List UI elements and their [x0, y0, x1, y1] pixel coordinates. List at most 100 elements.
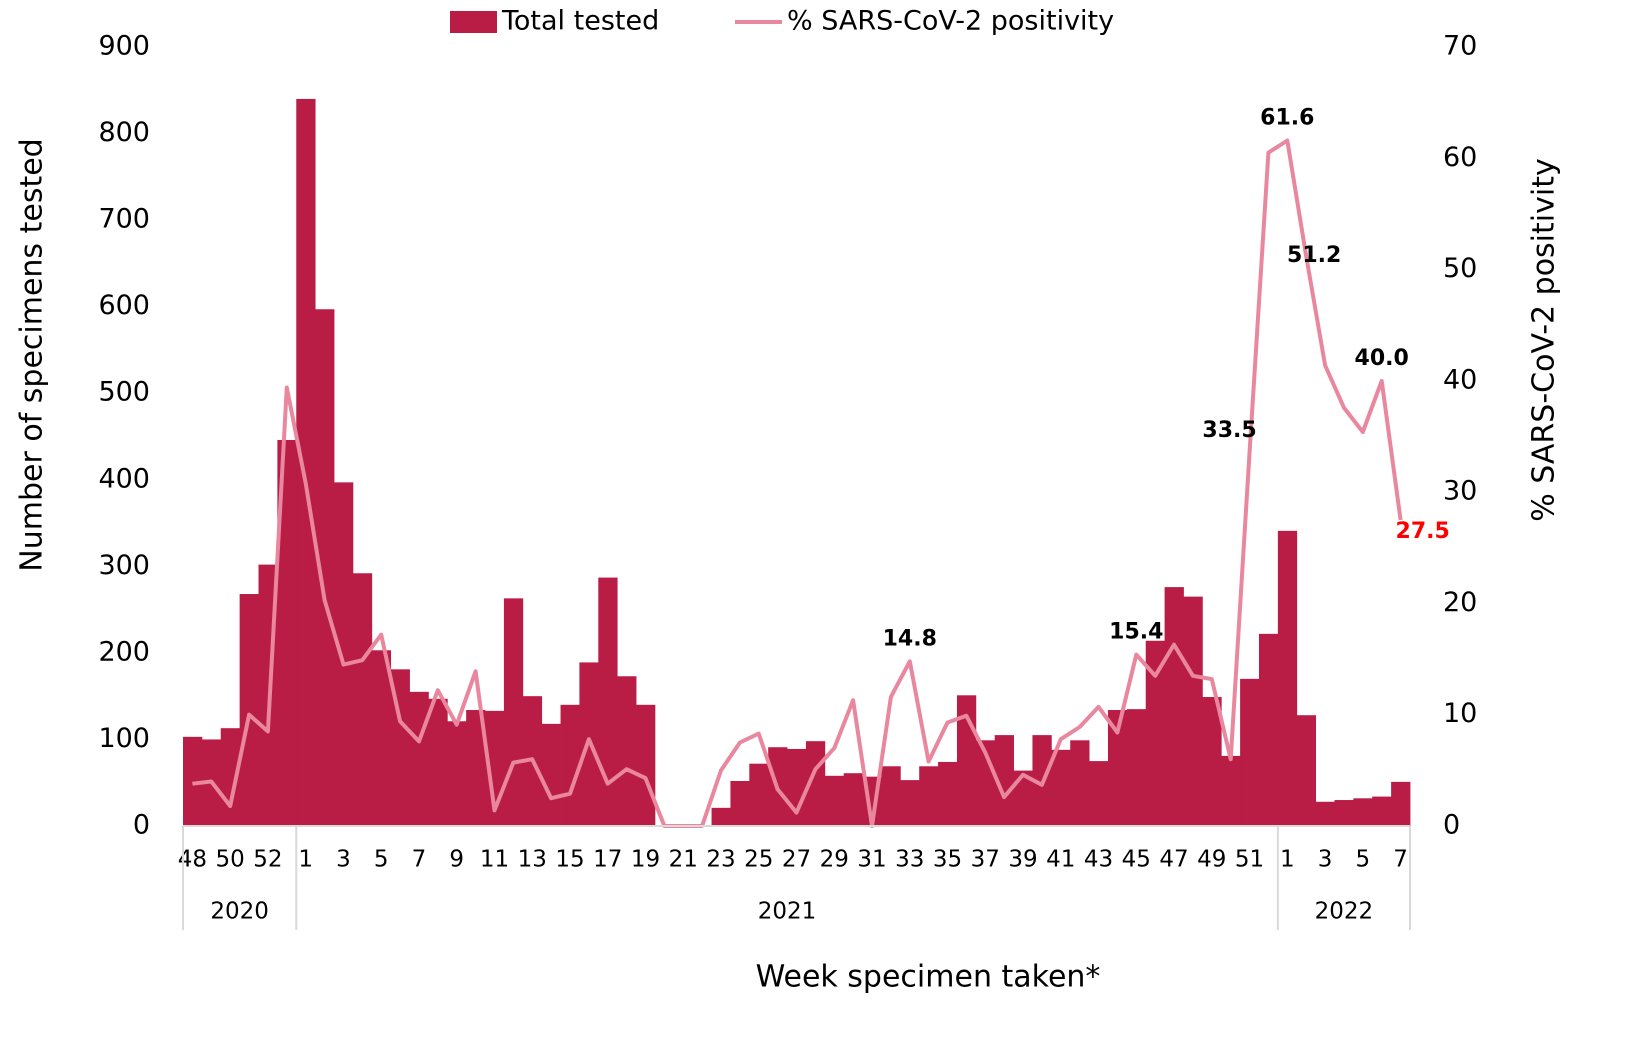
y-tick-label: 800 — [98, 117, 150, 148]
bar — [503, 598, 524, 826]
bar — [466, 710, 486, 826]
bar — [371, 650, 392, 826]
x-tick-label: 25 — [744, 847, 773, 873]
y-tick-label: 900 — [98, 31, 150, 62]
bar — [1296, 715, 1317, 826]
bar — [1145, 640, 1165, 826]
y-tick-label: 600 — [98, 290, 150, 321]
x-tick-label: 17 — [593, 847, 622, 873]
y-tick-label: 200 — [98, 636, 150, 667]
legend-label: % SARS-CoV-2 positivity — [787, 6, 1114, 37]
bar — [1107, 710, 1128, 826]
bar — [1164, 587, 1184, 826]
bar — [1391, 781, 1411, 826]
x-tick-label: 5 — [1355, 847, 1370, 873]
x-tick-label: 7 — [412, 847, 427, 873]
x-axis-title: Week specimen taken* — [756, 960, 1101, 995]
y-tick-label: 500 — [98, 377, 150, 408]
bar — [447, 721, 467, 826]
bar — [1089, 761, 1109, 826]
bar — [1070, 740, 1090, 826]
x-tick-label: 5 — [374, 847, 389, 873]
y-tick-label: 100 — [98, 723, 150, 754]
bar — [1126, 709, 1147, 826]
y-tick-label: 300 — [98, 550, 150, 581]
y2-tick-label: 60 — [1443, 142, 1477, 173]
bar — [334, 482, 354, 826]
bar — [881, 766, 901, 826]
y2-tick-label: 10 — [1443, 698, 1477, 729]
bar — [749, 763, 769, 826]
group-label: 2020 — [210, 899, 269, 925]
bar — [541, 723, 561, 826]
bar — [352, 573, 373, 826]
x-tick-label: 39 — [1008, 847, 1037, 873]
bar — [1183, 596, 1203, 826]
data-label: 27.5 — [1396, 519, 1450, 544]
x-tick-label: 15 — [555, 847, 584, 873]
x-tick-label: 52 — [253, 847, 282, 873]
x-tick-label: 37 — [971, 847, 1000, 873]
x-tick-label: 1 — [1280, 847, 1295, 873]
y2-tick-label: 20 — [1443, 587, 1477, 618]
bar — [919, 766, 939, 826]
x-tick-label: 31 — [857, 847, 886, 873]
bar — [560, 704, 580, 826]
x-tick-label: 19 — [631, 847, 660, 873]
bar — [598, 577, 618, 826]
bar — [1221, 755, 1241, 826]
bar — [277, 439, 297, 826]
bar — [994, 735, 1014, 826]
y2-tick-label: 40 — [1443, 364, 1477, 395]
bar — [183, 736, 203, 826]
bar — [730, 780, 750, 826]
x-tick-label: 29 — [820, 847, 849, 873]
x-tick-label: 9 — [449, 847, 464, 873]
y2-tick-label: 30 — [1443, 476, 1477, 507]
group-label: 2021 — [758, 899, 817, 925]
legend-label: Total tested — [501, 6, 659, 37]
bar — [428, 698, 448, 826]
data-label: 15.4 — [1109, 620, 1163, 645]
y2-tick-label: 50 — [1443, 253, 1477, 284]
bar — [1240, 678, 1260, 826]
bar — [1372, 796, 1392, 826]
y-tick-label: 700 — [98, 204, 150, 235]
bar — [315, 309, 335, 827]
bar — [900, 780, 920, 826]
bar — [1315, 801, 1335, 826]
bar — [1258, 633, 1279, 826]
bar — [1277, 530, 1298, 826]
bar — [1051, 749, 1071, 826]
bar — [636, 704, 656, 826]
bar — [1013, 770, 1033, 826]
bar — [711, 807, 731, 826]
x-tick-label: 21 — [669, 847, 698, 873]
x-tick-label: 3 — [336, 847, 351, 873]
bar — [1334, 800, 1354, 826]
data-label: 14.8 — [883, 626, 937, 651]
bar — [409, 691, 429, 826]
bar — [617, 676, 637, 826]
x-tick-label: 51 — [1235, 847, 1264, 873]
x-tick-label: 1 — [298, 847, 313, 873]
x-tick-label: 27 — [782, 847, 811, 873]
x-tick-label: 41 — [1046, 847, 1075, 873]
line — [192, 138, 1403, 828]
x-tick-label: 50 — [216, 847, 245, 873]
bar — [843, 773, 863, 826]
x-tick-label: 35 — [933, 847, 962, 873]
y-axis-title: Number of specimens tested — [15, 138, 50, 571]
x-tick-label: 7 — [1393, 847, 1408, 873]
x-tick-label: 23 — [706, 847, 735, 873]
data-label: 33.5 — [1202, 418, 1256, 443]
y-tick-label: 400 — [98, 463, 150, 494]
bar — [1353, 798, 1373, 826]
data-label: 61.6 — [1260, 105, 1314, 130]
x-tick-label: 3 — [1318, 847, 1333, 873]
x-tick-label: 11 — [480, 847, 509, 873]
data-label: 51.2 — [1287, 243, 1341, 268]
x-tick-label: 49 — [1197, 847, 1226, 873]
